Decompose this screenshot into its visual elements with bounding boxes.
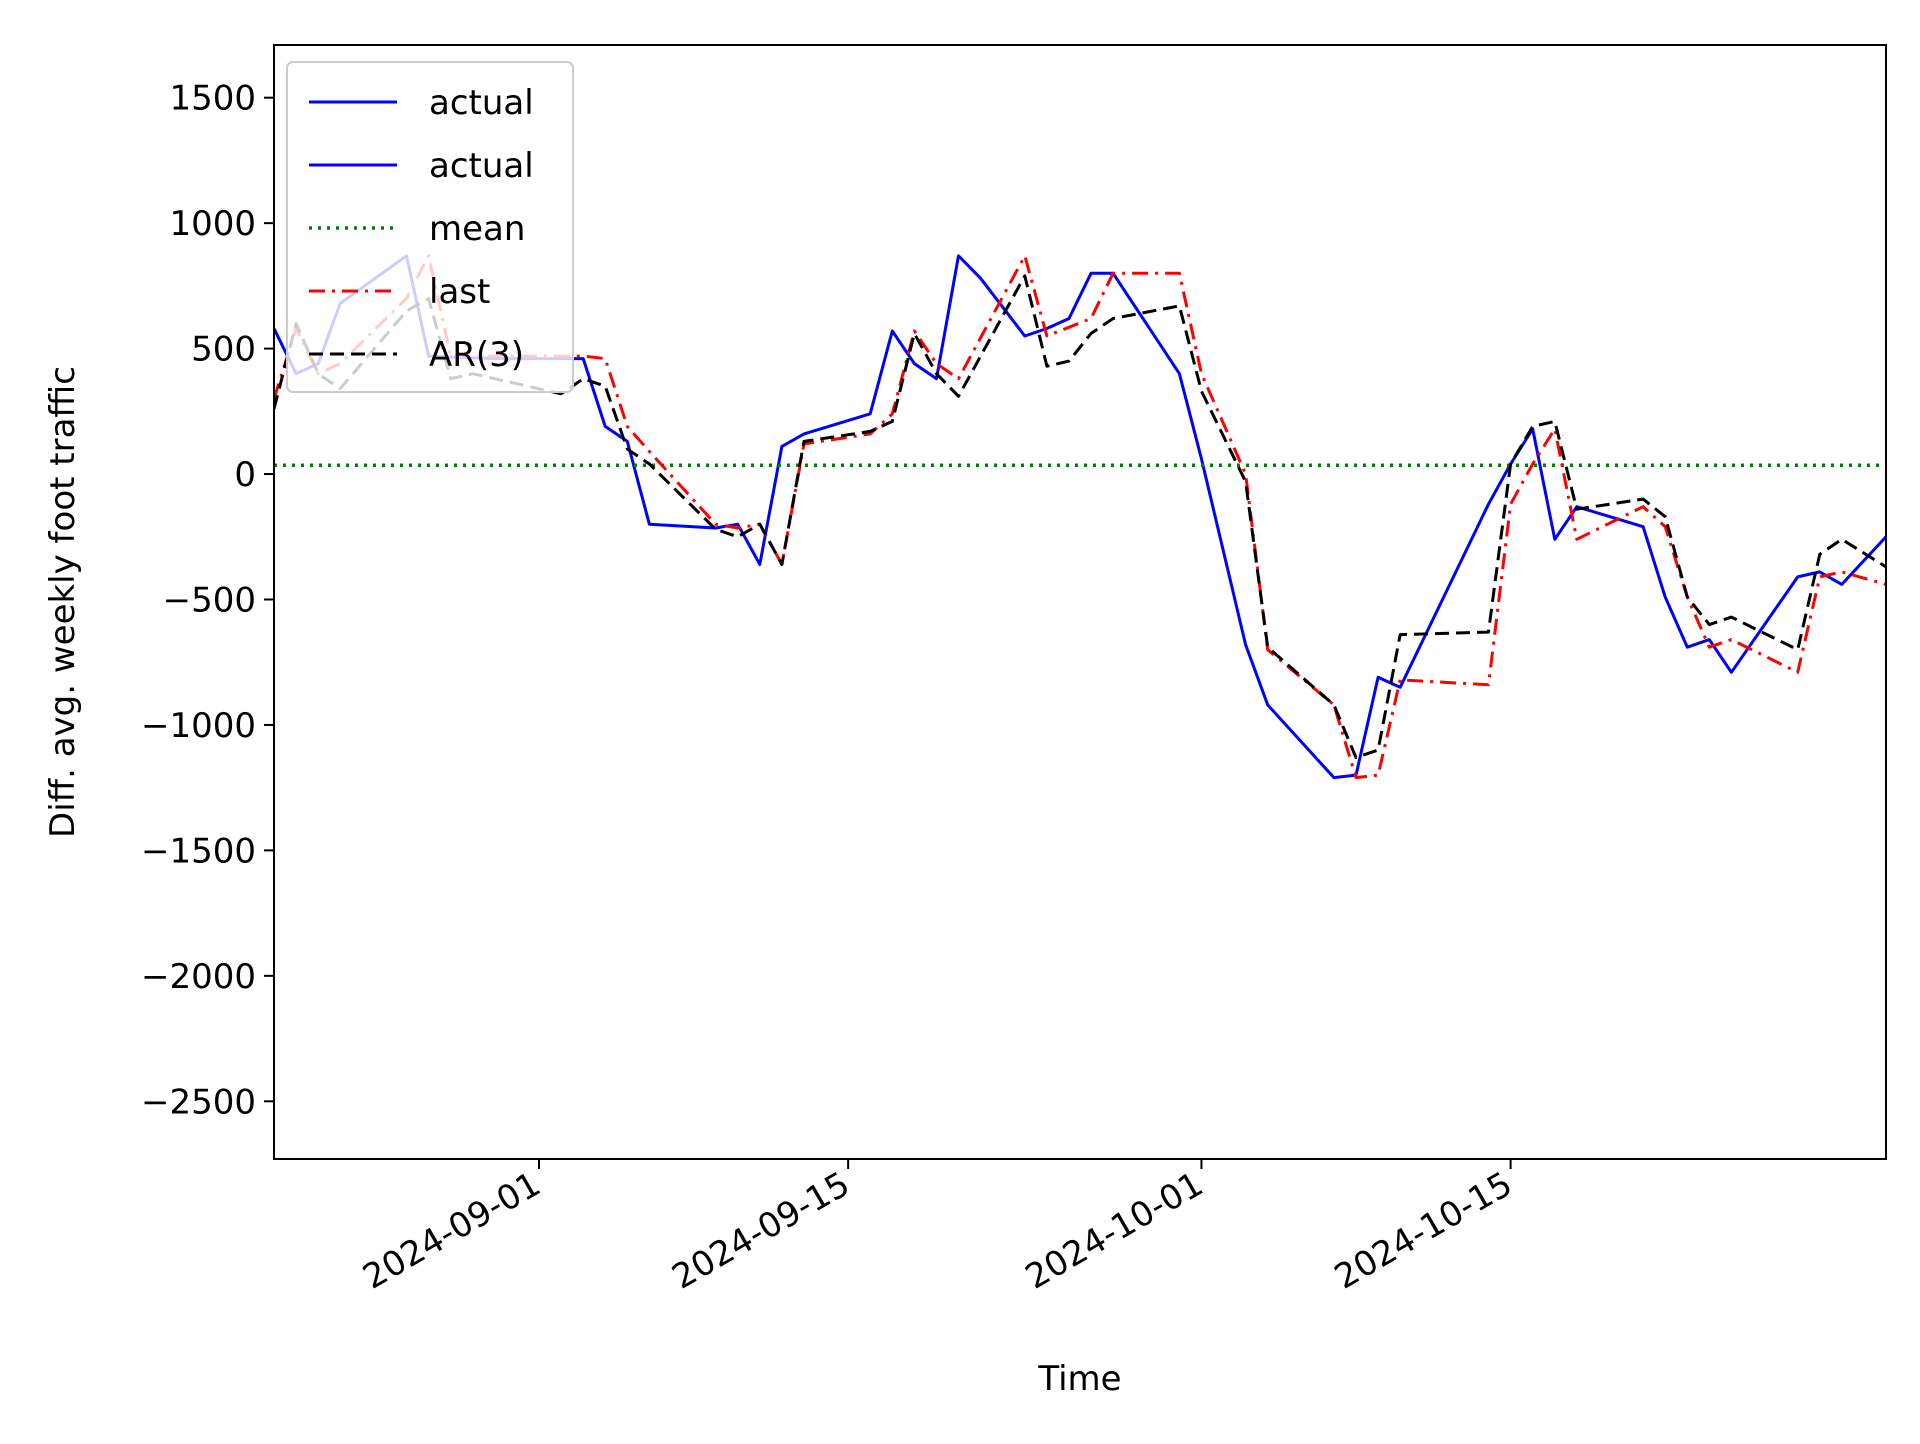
- y-tick-label: −1000: [141, 706, 256, 746]
- series-line-actual: [274, 254, 1886, 780]
- y-tick-label: −2000: [141, 957, 256, 997]
- series-layer: [274, 254, 1886, 780]
- legend-label: last: [429, 272, 490, 312]
- series-line-ar-3: [274, 274, 1886, 760]
- y-tick-label: 1000: [169, 204, 256, 244]
- y-tick-label: 0: [234, 455, 256, 495]
- legend-label: AR(3): [429, 335, 524, 375]
- legend-label: actual: [429, 146, 534, 186]
- plot-frame: [273, 44, 1887, 1160]
- legend: actual actual mean last AR(3): [286, 61, 574, 393]
- y-tick-label: −2500: [141, 1082, 256, 1122]
- y-tick-label: 1500: [169, 79, 256, 119]
- legend-box: [286, 61, 574, 393]
- y-tick-label: −1500: [141, 831, 256, 871]
- legend-label: actual: [429, 83, 534, 123]
- y-tick-label: 500: [191, 330, 256, 370]
- legend-label: mean: [429, 209, 525, 249]
- y-axis-label: Diff. avg. weekly foot traffic: [43, 366, 83, 838]
- series-line-last: [274, 254, 1886, 780]
- y-tick-label: −500: [163, 580, 256, 620]
- x-axis-label: Time: [1037, 1359, 1121, 1399]
